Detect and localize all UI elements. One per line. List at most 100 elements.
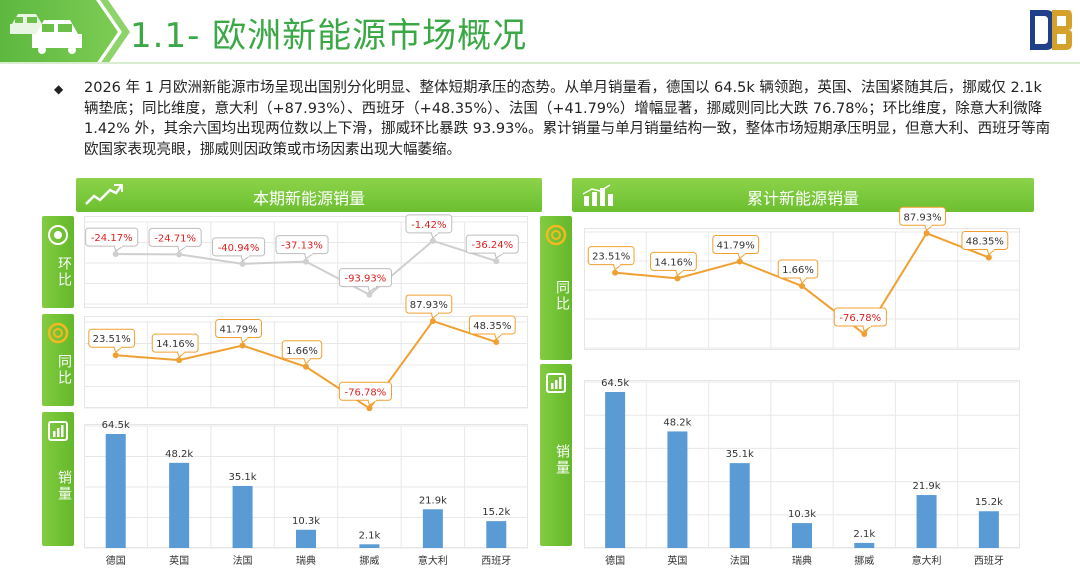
tab-yoy-right-label: 同比 (554, 280, 570, 312)
data-label: -37.13% (275, 235, 329, 260)
data-label: 23.51% (88, 328, 136, 354)
category-label: 意大利 (418, 554, 448, 567)
data-label: 48.35% (468, 315, 516, 340)
bar-value-label: 21.9k (913, 481, 941, 492)
left-panel-header: 本期新能源销量 (76, 178, 542, 212)
tab-mom-label: 环比 (56, 256, 72, 288)
tab-sales-left[interactable]: 销量 (42, 412, 74, 546)
svg-text:14.16%: 14.16% (156, 339, 194, 350)
data-point (493, 339, 500, 346)
bar-value-label: 64.5k (102, 420, 130, 431)
bar (422, 509, 443, 548)
data-point (239, 342, 246, 349)
category-label: 英国 (169, 554, 189, 567)
bar (359, 544, 380, 548)
grid (584, 381, 1020, 549)
category-label: 德国 (605, 554, 625, 567)
data-label: -76.78% (338, 381, 392, 407)
data-point (923, 230, 930, 237)
category-label: 西班牙 (974, 555, 1004, 567)
bar-value-label: 2.1k (853, 529, 875, 540)
tab-yoy-left-label: 同比 (56, 354, 72, 386)
data-point (612, 269, 619, 276)
data-label: 1.66% (777, 259, 819, 284)
bar-value-label: 21.9k (419, 495, 447, 506)
tab-sales-right-label: 销量 (554, 444, 570, 476)
bar-value-label: 35.1k (726, 449, 754, 460)
data-point (366, 291, 373, 298)
bar (916, 495, 937, 548)
data-point (861, 331, 868, 338)
data-point (176, 251, 183, 258)
category-label: 瑞典 (792, 554, 812, 567)
data-label: -40.94% (212, 237, 266, 262)
svg-text:-40.94%: -40.94% (218, 243, 260, 254)
page-header: 1.1- 欧洲新能源市场概况 (0, 0, 1080, 64)
data-label: -1.42% (405, 214, 453, 239)
category-label: 瑞典 (296, 554, 316, 567)
svg-text:48.35%: 48.35% (966, 236, 1004, 247)
data-label: -76.78% (833, 307, 887, 332)
bar (729, 463, 750, 548)
yoy-line-chart-right: 23.51% 14.16% 41.79% 1.66% -76.78% 87.93% 48.3… (584, 206, 1020, 349)
right-panel-header: 累计新能源销量 (572, 178, 1034, 212)
svg-text:41.79%: 41.79% (717, 240, 755, 251)
svg-text:-37.13%: -37.13% (281, 241, 323, 252)
data-point (112, 352, 119, 359)
data-label: 14.16% (650, 251, 697, 277)
svg-text:-24.71%: -24.71% (154, 233, 196, 244)
category-label: 意大利 (912, 554, 942, 567)
data-label: 87.93% (405, 294, 453, 319)
svg-text:23.51%: 23.51% (93, 334, 131, 345)
svg-text:-24.17%: -24.17% (91, 233, 133, 244)
sales-bar-chart-left: 64.5k 德国 48.2k 英国 35.1k 法国 10.3k 瑞典 2.1k 挪威 21.9k 意… (84, 420, 528, 567)
svg-text:1.66%: 1.66% (782, 265, 814, 276)
tab-yoy-right[interactable]: 同比 (540, 216, 572, 360)
tab-yoy-left[interactable]: 同比 (42, 314, 74, 406)
data-label: -36.24% (465, 234, 519, 259)
summary-text: 2026 年 1 月欧洲新能源市场呈现出国别分化明显、整体短期承压的态势。从单月… (84, 80, 1051, 158)
grid (584, 231, 1020, 349)
category-label: 挪威 (359, 554, 379, 567)
category-label: 德国 (106, 554, 126, 567)
tab-mom[interactable]: 环比 (42, 216, 74, 308)
bar-value-label: 10.3k (788, 509, 816, 520)
sales-chart-frame-left (84, 424, 528, 548)
svg-text:-76.78%: -76.78% (839, 313, 881, 324)
data-point (239, 260, 246, 267)
mom-line-chart: -24.17% -24.71% -40.94% -37.13% -93.93% -1.42… (84, 214, 528, 305)
category-label: 挪威 (854, 554, 874, 567)
svg-text:-93.93%: -93.93% (345, 274, 387, 285)
company-logo-icon (1030, 10, 1072, 50)
left-panel-title: 本期新能源销量 (252, 189, 365, 208)
data-label: -24.71% (148, 227, 202, 253)
tab-sales-left-label: 销量 (56, 470, 72, 502)
grid (84, 425, 528, 549)
svg-text:87.93%: 87.93% (410, 300, 448, 311)
bar-value-label: 2.1k (359, 530, 381, 541)
target-icon (47, 322, 69, 344)
bar-value-label: 10.3k (292, 516, 320, 527)
bar (232, 485, 253, 548)
sales-chart-frame-right (584, 380, 1020, 548)
bar (486, 521, 507, 548)
bar-value-label: 35.1k (229, 472, 257, 483)
data-point (176, 357, 183, 364)
data-label: 23.51% (587, 246, 635, 271)
bar (105, 434, 126, 548)
data-point (674, 275, 681, 282)
data-label: 41.79% (215, 319, 262, 344)
tab-sales-right[interactable]: 销量 (540, 364, 572, 546)
bar-value-label: 15.2k (975, 497, 1003, 508)
category-label: 法国 (233, 554, 253, 567)
data-point (493, 258, 500, 265)
data-point (112, 251, 119, 258)
svg-text:-36.24%: -36.24% (471, 240, 513, 251)
bar (667, 431, 688, 548)
target-icon (48, 225, 68, 245)
data-point (985, 254, 992, 261)
bar-chart-icon (48, 421, 68, 441)
bar (792, 523, 812, 548)
data-point (303, 258, 309, 265)
svg-text:-76.78%: -76.78% (345, 387, 387, 398)
